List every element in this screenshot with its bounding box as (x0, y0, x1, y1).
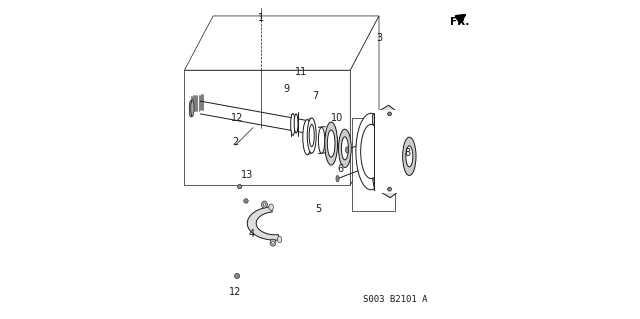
Ellipse shape (272, 241, 275, 244)
Ellipse shape (291, 114, 295, 135)
Ellipse shape (388, 112, 392, 116)
Ellipse shape (356, 113, 386, 190)
Ellipse shape (319, 127, 324, 153)
Text: 2: 2 (232, 137, 239, 147)
Text: 13: 13 (241, 170, 253, 181)
Text: 1: 1 (258, 12, 264, 23)
Ellipse shape (269, 204, 273, 210)
Ellipse shape (406, 146, 413, 167)
Ellipse shape (303, 120, 312, 155)
Text: 4: 4 (248, 229, 255, 240)
Ellipse shape (237, 184, 242, 189)
Polygon shape (350, 16, 379, 185)
Ellipse shape (309, 124, 314, 147)
Ellipse shape (388, 187, 392, 191)
Text: 3: 3 (376, 33, 382, 43)
Ellipse shape (234, 273, 239, 278)
Text: 11: 11 (295, 67, 307, 77)
Ellipse shape (346, 147, 349, 153)
Polygon shape (184, 16, 379, 70)
Ellipse shape (277, 236, 282, 243)
Ellipse shape (307, 118, 316, 153)
Text: 9: 9 (284, 84, 289, 94)
Ellipse shape (270, 239, 276, 246)
Text: 10: 10 (332, 113, 344, 123)
Text: 5: 5 (316, 204, 321, 214)
Text: 12: 12 (231, 113, 243, 123)
Ellipse shape (327, 130, 335, 157)
Ellipse shape (361, 124, 381, 179)
Text: FR.: FR. (450, 17, 470, 27)
Polygon shape (352, 118, 395, 211)
Ellipse shape (336, 175, 339, 182)
Text: 6: 6 (338, 164, 344, 174)
Polygon shape (247, 207, 280, 240)
Ellipse shape (263, 203, 266, 206)
Ellipse shape (341, 137, 348, 160)
Ellipse shape (339, 129, 351, 167)
Text: 12: 12 (229, 287, 242, 297)
Polygon shape (372, 179, 397, 198)
Ellipse shape (189, 100, 193, 117)
Ellipse shape (262, 201, 268, 208)
Polygon shape (184, 70, 350, 185)
Text: 7: 7 (312, 91, 318, 101)
Text: 8: 8 (404, 148, 411, 158)
Ellipse shape (294, 114, 298, 133)
Bar (374, 110, 400, 193)
Ellipse shape (244, 199, 248, 203)
Ellipse shape (191, 100, 194, 116)
Ellipse shape (324, 122, 337, 165)
Ellipse shape (403, 137, 416, 175)
Text: S003 B2101 A: S003 B2101 A (363, 295, 428, 304)
Polygon shape (372, 105, 397, 124)
